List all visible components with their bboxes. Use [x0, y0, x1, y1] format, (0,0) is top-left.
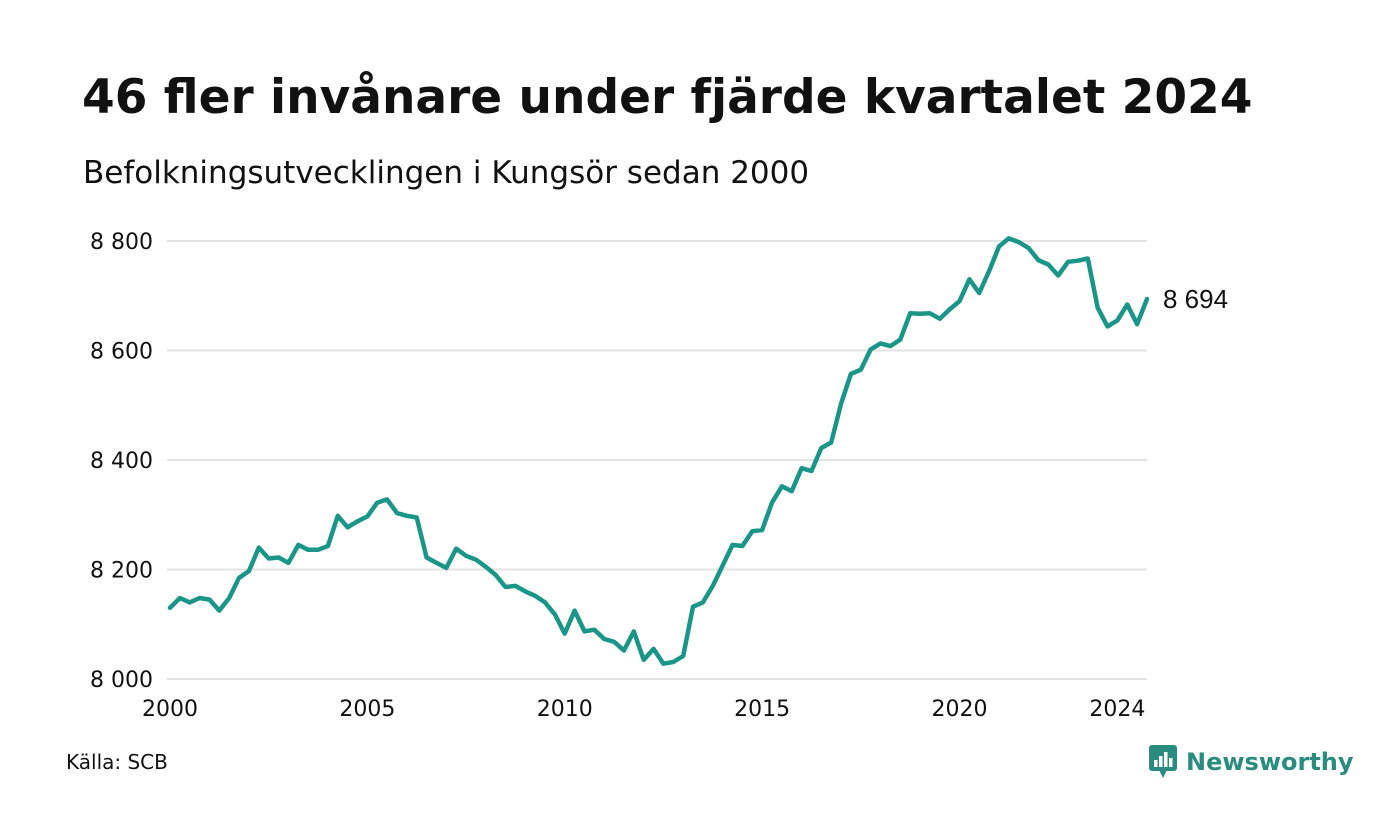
y-axis-ticks: 8 000 8 200 8 400 8 600 8 800 — [90, 230, 153, 693]
gridlines — [167, 240, 1147, 680]
x-tick-label: 2010 — [537, 697, 593, 722]
brand-logo: Newsworthy — [1148, 744, 1354, 780]
y-tick-label: 8 600 — [90, 340, 153, 365]
chart-subtitle: Befolkningsutvecklingen i Kungsör sedan … — [83, 155, 810, 191]
end-value-label: 8 694 — [1163, 284, 1228, 314]
brand-name: Newsworthy — [1186, 748, 1354, 776]
x-axis-ticks: 2000 2005 2010 2015 2020 2024 — [142, 697, 1145, 722]
y-tick-label: 8 200 — [90, 559, 153, 584]
x-tick-label: 2005 — [339, 697, 395, 722]
chart-title: 46 fler invånare under fjärde kvartalet … — [82, 70, 1253, 125]
y-tick-label: 8 000 — [90, 668, 153, 693]
series-layer — [167, 236, 1150, 666]
source-note: Källa: SCB — [66, 750, 168, 774]
y-tick-label: 8 800 — [90, 230, 153, 255]
x-tick-label: 2000 — [142, 697, 198, 722]
newsworthy-logo-icon — [1149, 745, 1177, 778]
x-tick-label: 2020 — [931, 697, 987, 722]
x-tick-label: 2015 — [734, 697, 790, 722]
y-tick-label: 8 400 — [90, 449, 153, 474]
population-line — [167, 236, 1150, 666]
x-tick-label: 2024 — [1089, 697, 1145, 722]
